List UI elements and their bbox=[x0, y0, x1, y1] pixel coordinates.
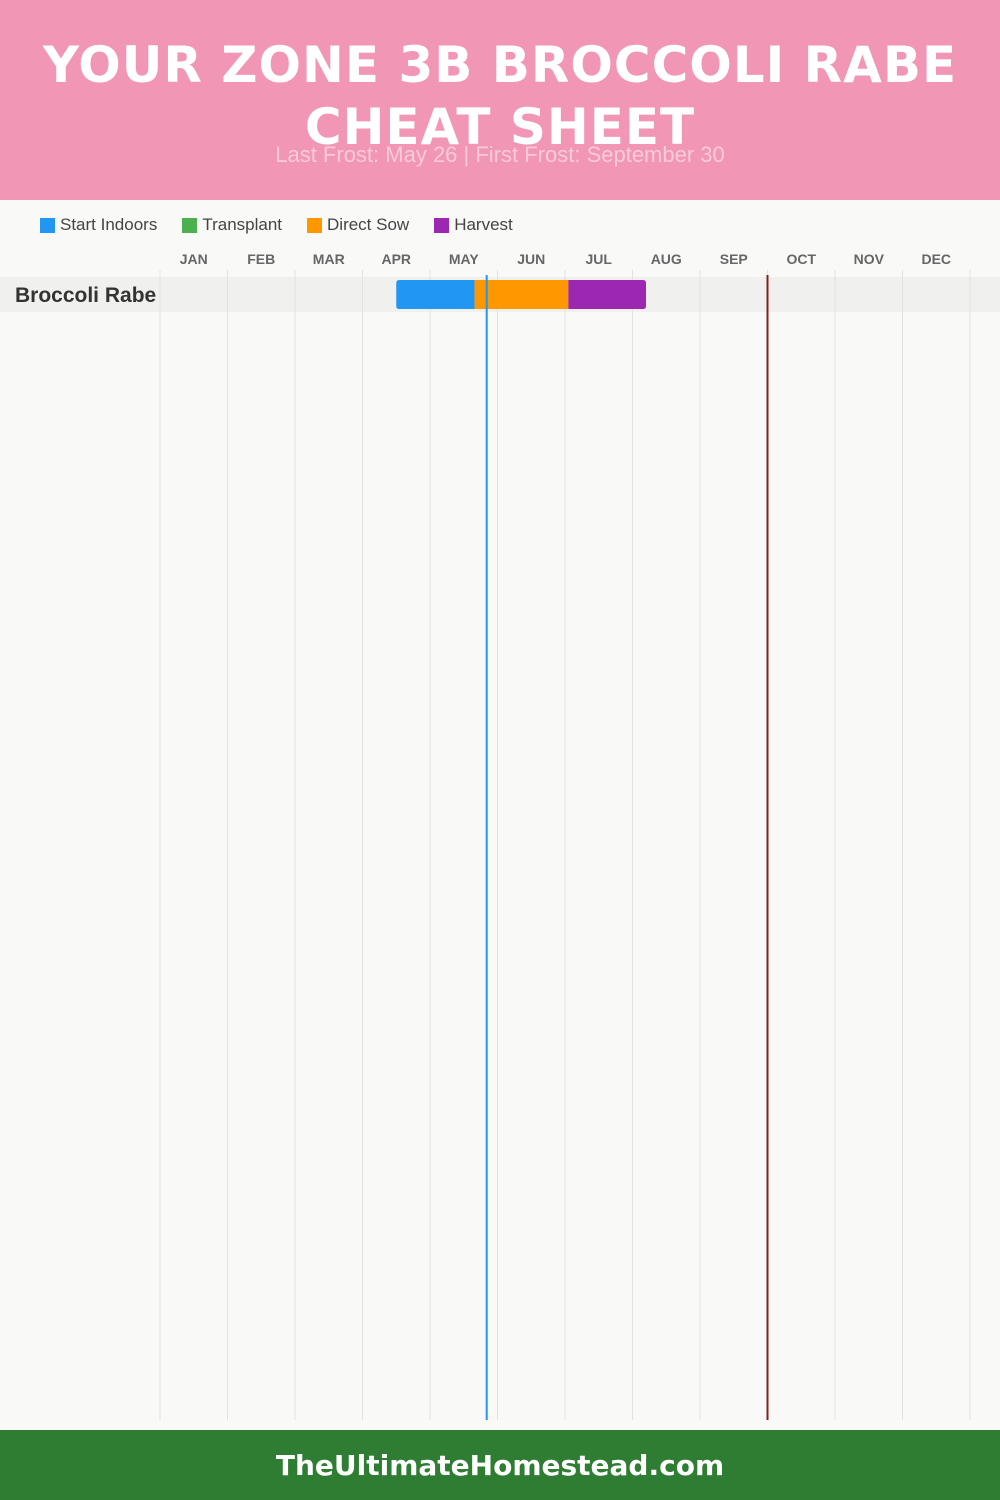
legend-label: Start Indoors bbox=[60, 215, 158, 234]
legend-label: Direct Sow bbox=[327, 215, 410, 234]
month-tick-label: NOV bbox=[854, 251, 885, 267]
legend-label: Harvest bbox=[454, 215, 513, 234]
month-tick-label: MAR bbox=[313, 251, 345, 267]
legend-item-harvest: Harvest bbox=[434, 215, 513, 235]
month-tick-label: DEC bbox=[921, 251, 951, 267]
legend-item-transplant: Transplant bbox=[182, 215, 282, 235]
legend-item-direct-sow: Direct Sow bbox=[307, 215, 409, 235]
month-tick-label: APR bbox=[381, 251, 411, 267]
month-tick-label: JUN bbox=[517, 251, 545, 267]
crop-row-label: Broccoli Rabe bbox=[15, 284, 156, 307]
month-tick-label: FEB bbox=[247, 251, 275, 267]
header-banner: YOUR ZONE 3B BROCCOLI RABE CHEAT SHEET L… bbox=[0, 0, 1000, 200]
frost-dates-subtitle: Last Frost: May 26 | First Frost: Septem… bbox=[275, 142, 725, 167]
month-tick-label: OCT bbox=[786, 251, 816, 267]
segment-start-indoors bbox=[396, 280, 475, 309]
month-tick-label: AUG bbox=[651, 251, 682, 267]
legend-swatch bbox=[182, 217, 198, 233]
legend-label: Transplant bbox=[202, 215, 283, 234]
legend-swatch bbox=[434, 217, 450, 233]
month-tick-label: SEP bbox=[720, 251, 748, 267]
legend-swatch bbox=[307, 217, 323, 233]
legend-item-start-indoors: Start Indoors bbox=[40, 215, 157, 235]
segment-harvest bbox=[568, 280, 646, 309]
month-tick-label: JUL bbox=[586, 251, 613, 267]
month-tick-label: JAN bbox=[180, 251, 208, 267]
legend: Start Indoors Transplant Direct Sow Harv… bbox=[40, 214, 538, 236]
page-title: YOUR ZONE 3B BROCCOLI RABE CHEAT SHEET bbox=[42, 36, 958, 156]
planting-calendar-chart: JAN FEB MAR APR MAY JUN JUL AUG SEP OCT NOV DEC Broc… bbox=[0, 251, 1000, 1420]
segment-direct-sow bbox=[474, 280, 569, 309]
legend-swatch bbox=[40, 217, 55, 233]
footer-site-link[interactable]: TheUltimateHomestead.com bbox=[275, 1448, 725, 1482]
month-tick-label: MAY bbox=[449, 251, 479, 267]
footer-banner: TheUltimateHomestead.com bbox=[0, 1430, 1000, 1500]
